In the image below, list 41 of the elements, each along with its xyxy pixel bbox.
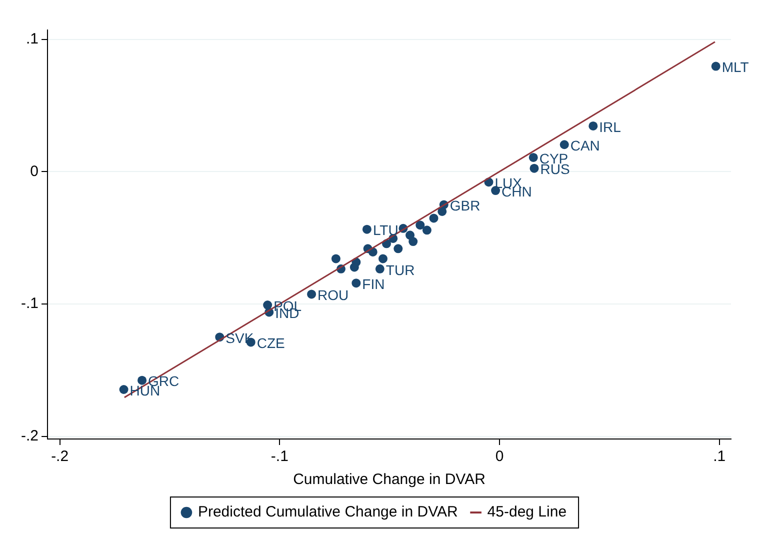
point (588, 121, 598, 130)
x-axis-title: Cumulative Change in DVAR (293, 471, 486, 488)
data-label: GBR (450, 198, 480, 214)
data-label: TUR (386, 262, 415, 278)
point (331, 254, 340, 264)
data-label: MLT (722, 59, 750, 76)
data-label: LTU (372, 222, 398, 238)
point (352, 278, 361, 288)
data-label: CAN (570, 137, 600, 154)
point (362, 224, 372, 234)
point (528, 152, 538, 162)
point (429, 214, 438, 223)
point (375, 264, 384, 274)
x-tick-label: .1 (713, 448, 726, 466)
y-tick-label: -.1 (20, 295, 39, 312)
legend-label: 45-deg Line (487, 504, 567, 521)
point (350, 262, 359, 272)
legend-label: Predicted Cumulative Change in DVAR (198, 504, 458, 521)
point (530, 164, 539, 173)
point (138, 376, 147, 385)
data-label: CZE (256, 335, 285, 352)
point (307, 290, 316, 299)
x-tick-label: 0 (495, 448, 504, 466)
point (438, 206, 447, 216)
point (394, 244, 403, 254)
data-label: FIN (362, 276, 385, 292)
x-tick-label: -.1 (270, 448, 288, 466)
point (711, 62, 720, 71)
x-tick-label: -.2 (51, 448, 69, 466)
point (263, 300, 272, 310)
point (422, 226, 432, 235)
y-tick-label: 0 (30, 162, 39, 180)
y-tick-label: -.2 (20, 427, 39, 444)
point (378, 254, 388, 264)
y-tick-label: .1 (26, 30, 39, 48)
data-label: IRL (599, 118, 622, 135)
point (119, 384, 128, 394)
point (408, 237, 418, 246)
data-label: ROU (318, 287, 349, 304)
point (560, 140, 569, 150)
point (416, 220, 425, 230)
